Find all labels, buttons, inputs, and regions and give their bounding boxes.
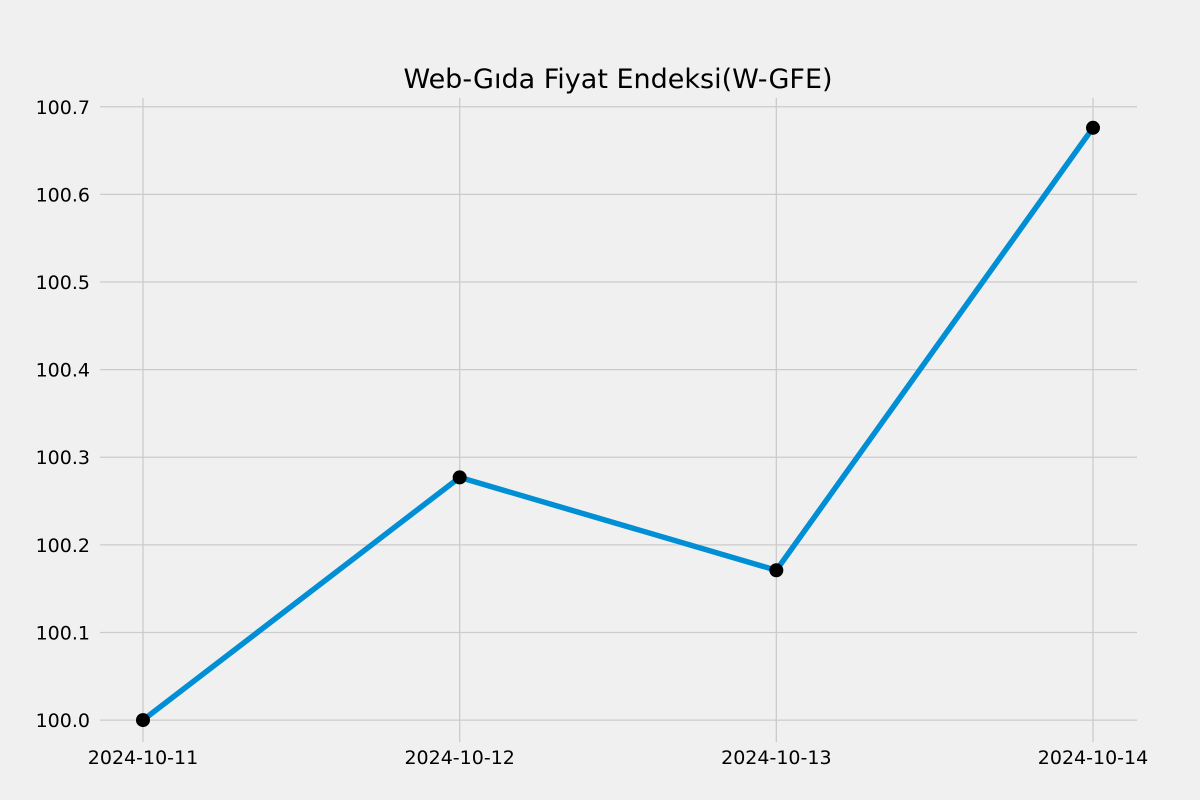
- y-tick-label: 100.6: [36, 184, 90, 206]
- series-layer: [136, 120, 1100, 728]
- axes: 100.0 100.1 100.2 100.3 100.4 100.5 100.6 100.7…: [36, 97, 1149, 769]
- chart-title: Web-Gıda Fiyat Endeksi(W-GFE): [403, 64, 832, 95]
- data-point: [452, 470, 467, 485]
- y-tick-label: 100.3: [36, 447, 90, 469]
- y-tick-label: 100.4: [36, 360, 90, 382]
- y-tick-label: 100.5: [36, 272, 90, 294]
- y-tick-label: 100.0: [36, 710, 90, 732]
- series-line: [140, 125, 1096, 723]
- y-tick-label: 100.7: [36, 97, 90, 119]
- x-tick-label: 2024-10-13: [721, 747, 831, 769]
- y-tick-label: 100.1: [36, 622, 90, 644]
- x-tick-label: 2024-10-11: [88, 747, 198, 769]
- x-tick-label: 2024-10-12: [404, 747, 514, 769]
- y-tick-label: 100.2: [36, 535, 90, 557]
- data-point: [1086, 120, 1100, 135]
- grid: [100, 98, 1137, 742]
- data-point: [136, 713, 150, 728]
- x-tick-label: 2024-10-14: [1038, 747, 1148, 769]
- data-point: [769, 563, 784, 578]
